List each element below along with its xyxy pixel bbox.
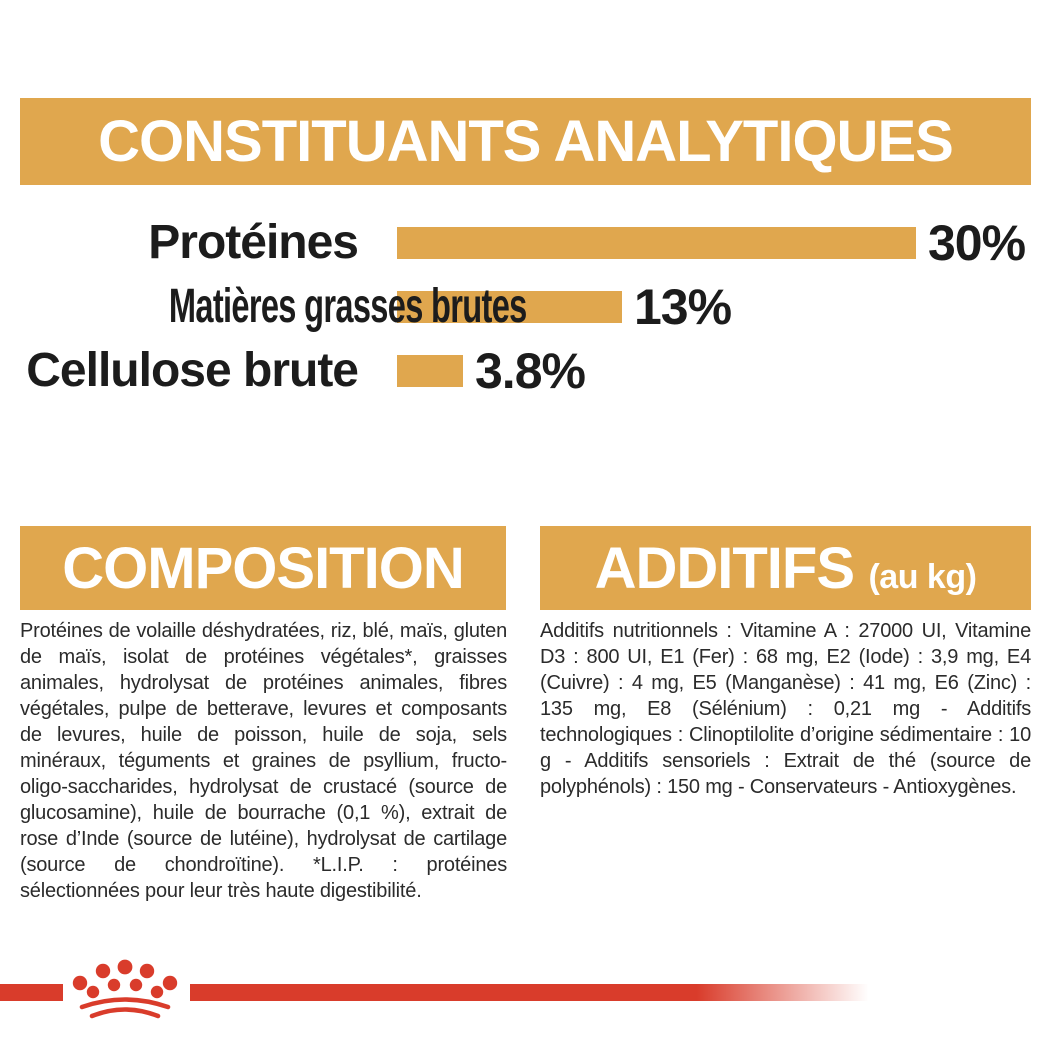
additives-title: ADDITIFS [594, 535, 855, 601]
chart-row-cellulose: Cellulose brute 3.8% [0, 344, 1049, 397]
additives-title-suffix: (au kg) [868, 557, 977, 596]
brand-band-left [0, 984, 63, 1001]
additives-title-group: ADDITIFS (au kg) [595, 535, 977, 602]
composition-body: Protéines de volaille déshydratées, riz,… [20, 620, 507, 902]
brand-band-right [190, 984, 1049, 1001]
analytical-constituents-banner: CONSTITUANTS ANALYTIQUES [20, 98, 1031, 185]
chart-row-proteines: Protéines 30% [0, 216, 1049, 269]
bar-value-matieres-grasses: 13% [634, 278, 732, 335]
bar-label-matieres-grasses: Matières grasses brutes [168, 280, 527, 333]
additives-banner: ADDITIFS (au kg) [540, 526, 1031, 610]
bar-value-cellulose: 3.8% [475, 342, 586, 399]
bar-cellulose [397, 354, 463, 387]
composition-banner: COMPOSITION [20, 526, 506, 610]
additives-body: Additifs nutritionnels : Vitamine A : 27… [540, 620, 1031, 798]
royal-canin-crown-icon [72, 959, 178, 1019]
composition-title: COMPOSITION [62, 535, 464, 601]
bar-matieres-grasses [397, 290, 622, 323]
bar-value-proteines: 30% [928, 214, 1026, 271]
bar-proteines [397, 226, 916, 259]
analytical-constituents-title: CONSTITUANTS ANALYTIQUES [98, 109, 954, 174]
bar-label-proteines: Protéines [148, 216, 359, 269]
bar-label-cellulose: Cellulose brute [26, 344, 359, 397]
chart-row-matieres-grasses: Matières grasses brutes 13% [0, 280, 1049, 333]
